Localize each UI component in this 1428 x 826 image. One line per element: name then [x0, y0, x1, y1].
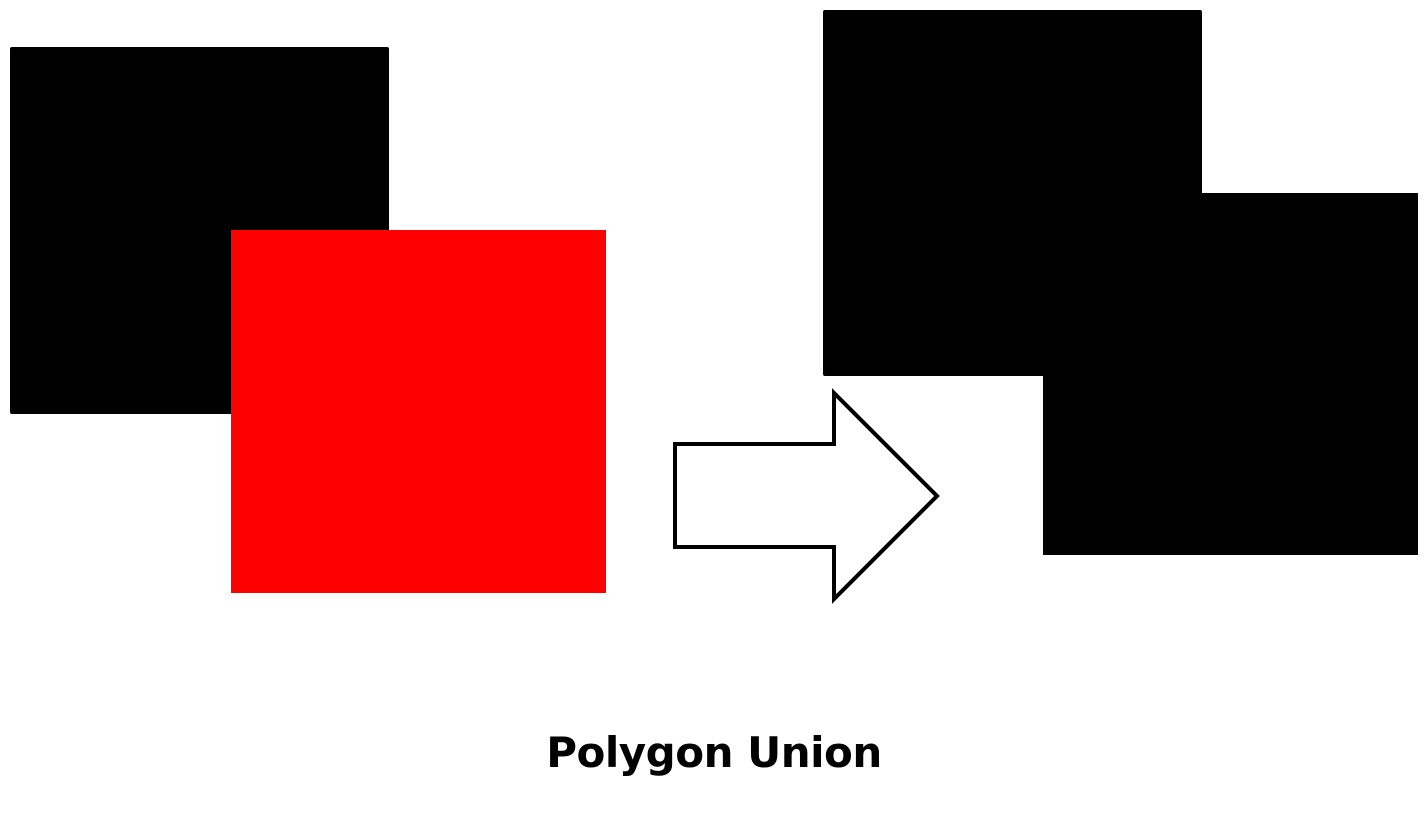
union-result-polygon: [823, 10, 1418, 555]
diagram-caption: Polygon Union: [546, 728, 882, 777]
input-polygon-red: [231, 230, 606, 593]
right-arrow-icon: [673, 388, 940, 604]
